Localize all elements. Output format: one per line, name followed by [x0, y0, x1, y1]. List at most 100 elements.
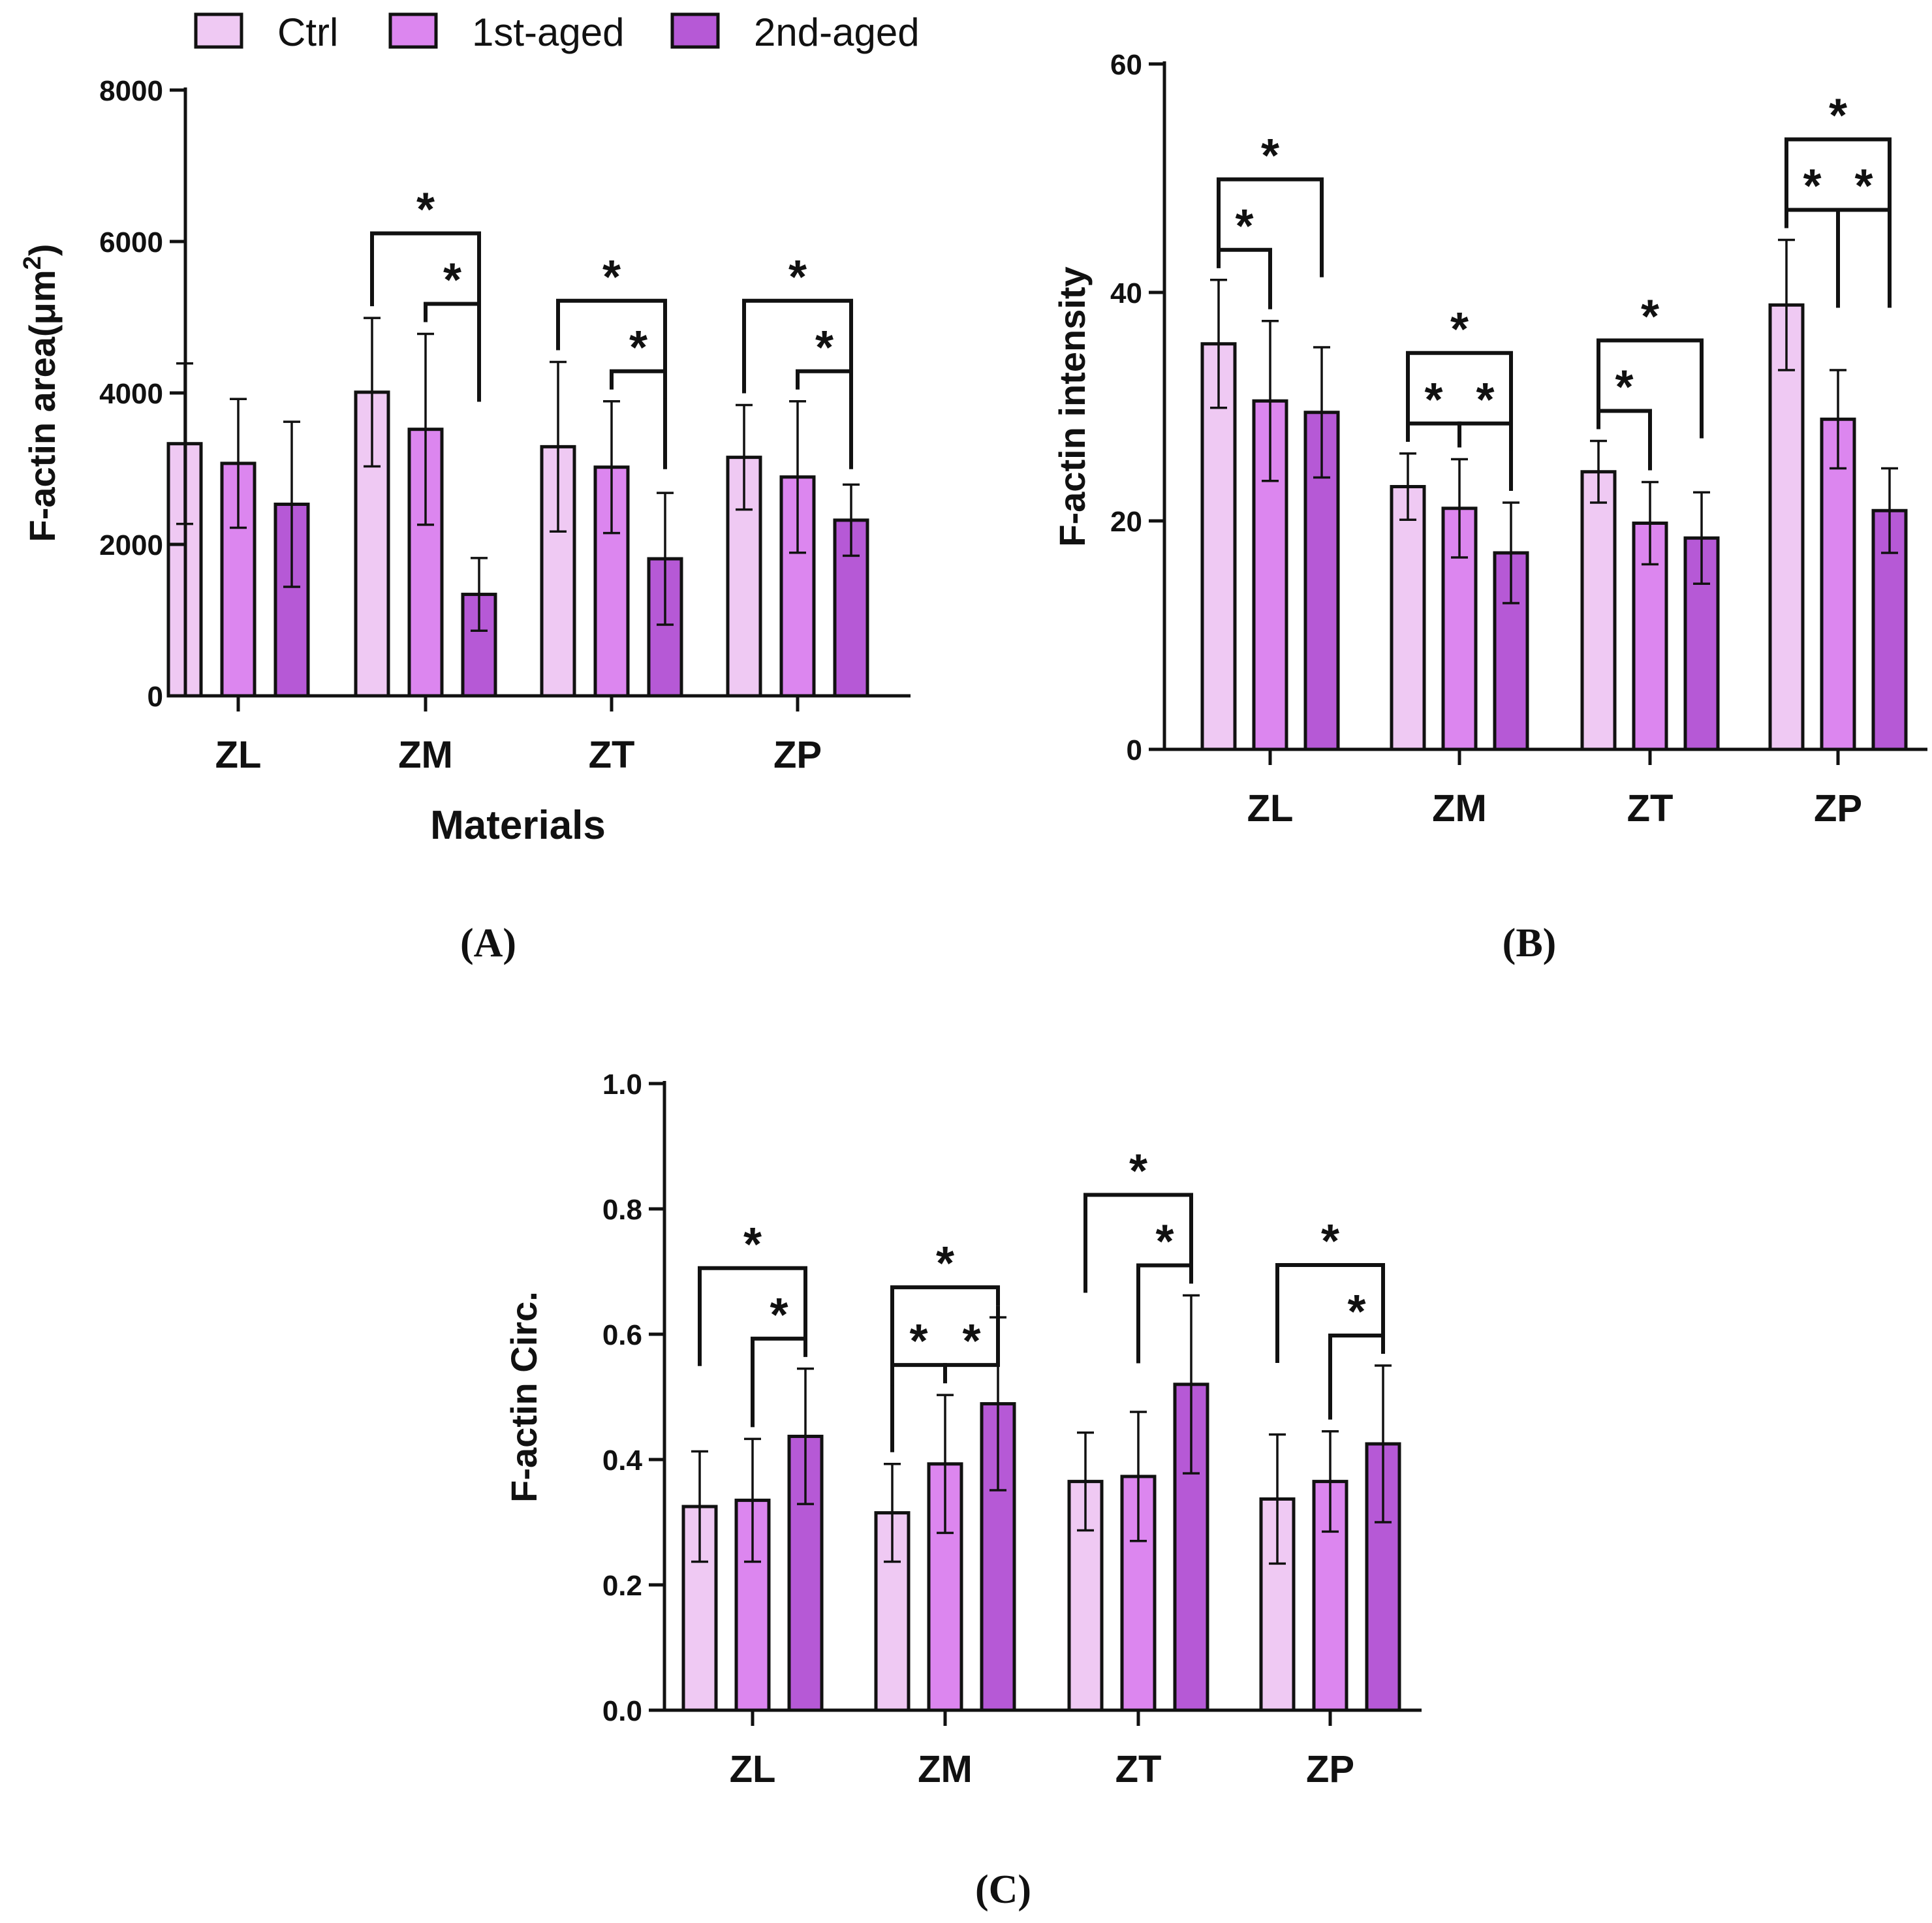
bars — [681, 1294, 1401, 1712]
x-tick-label-zt: ZT — [1627, 787, 1674, 830]
y-tick-label: 40 — [1110, 277, 1142, 309]
sig-bracket-zl-0-1: * — [1217, 200, 1272, 309]
sig-asterisk: * — [416, 184, 435, 236]
y-tick-label: 0.2 — [602, 1570, 642, 1602]
y-axis-label: F-actin Circ. — [503, 1291, 544, 1503]
error-bar-zt-0 — [1077, 1431, 1094, 1532]
sig-bracket-zp-0-2: * — [1275, 1215, 1385, 1363]
panel-c-chart: *** ** ****0.00.20.40.60.81.0ZL ZM ZT ZPF-act… — [503, 1069, 1422, 1912]
sig-bracket-zm-0-2: * — [1406, 304, 1513, 451]
significance-brackets: ****** — [370, 184, 853, 469]
sig-asterisk: * — [1321, 1215, 1339, 1268]
legend: Ctrl 1st-aged 2nd-aged — [194, 10, 920, 54]
significance-brackets: *** ** **** — [698, 1145, 1385, 1452]
error-bar-zp-2 — [1375, 1364, 1392, 1524]
x-tick-label-zl: ZL — [215, 734, 262, 776]
y-tick-label: 8000 — [99, 75, 163, 107]
sig-asterisk: * — [602, 251, 621, 304]
sig-bracket-zm-1-2: * — [1457, 374, 1513, 491]
error-bar-zt-2 — [1183, 1294, 1200, 1475]
error-bar-zl-2 — [1313, 346, 1330, 479]
error-bar-zm-0 — [884, 1462, 901, 1563]
sig-asterisk: * — [1641, 291, 1659, 343]
y-tick-label: 0.6 — [602, 1319, 642, 1351]
bar-zm-0 — [1390, 485, 1426, 751]
y-tick-label: 0 — [148, 681, 163, 713]
y-tick-label: 1.0 — [602, 1069, 642, 1101]
bars — [166, 317, 869, 698]
error-bar-zm-0 — [1399, 452, 1416, 521]
sig-asterisk: * — [1235, 200, 1253, 253]
error-bar-zm-2 — [471, 557, 488, 632]
y-tick-label: 0.0 — [602, 1695, 642, 1727]
error-bar-zm-1 — [417, 332, 434, 526]
sig-asterisk: * — [962, 1315, 980, 1368]
x-axis-label: Materials — [430, 803, 606, 848]
bar-zt-0 — [1580, 470, 1617, 751]
sig-bracket-zt-1-2: * — [1136, 1215, 1193, 1364]
error-bar-zp-2 — [1881, 467, 1898, 554]
error-bar-zm-2 — [1503, 501, 1519, 604]
x-tick-label-zp: ZP — [1306, 1748, 1354, 1790]
legend-label: Ctrl — [277, 10, 338, 54]
sig-bracket-zp-0-2: * — [742, 251, 853, 399]
legend-item-0: Ctrl — [194, 10, 338, 54]
y-axis-label: F-actin area(μm2) — [19, 244, 63, 542]
error-bar-zl-1 — [230, 398, 247, 529]
legend-label: 1st-aged — [472, 10, 625, 54]
error-bar-zp-2 — [843, 483, 860, 557]
error-bar-zm-1 — [1451, 458, 1468, 559]
error-bar-zl-1 — [744, 1437, 761, 1563]
sig-bracket-zm-1-2: * — [424, 255, 481, 402]
x-tick-label-zm: ZM — [918, 1748, 973, 1790]
sig-asterisk: * — [1803, 161, 1821, 213]
x-tick-label-zm: ZM — [398, 734, 453, 776]
bar-zp-0 — [1768, 303, 1805, 751]
sig-bracket-zm-0-2: * — [370, 184, 481, 332]
sig-asterisk: * — [770, 1289, 788, 1341]
error-bar-zp-1 — [1322, 1430, 1339, 1533]
x-tick-label-zp: ZP — [1814, 787, 1862, 830]
error-bar-zt-1 — [1642, 480, 1659, 566]
error-bar-zt-1 — [603, 400, 620, 535]
bars — [1200, 238, 1908, 751]
y-tick-label: 6000 — [99, 227, 163, 258]
x-tick-label-zt: ZT — [1115, 1748, 1162, 1790]
panel-label: (B) — [1503, 921, 1557, 965]
sig-asterisk: * — [909, 1315, 927, 1368]
legend-item-2: 2nd-aged — [670, 10, 920, 54]
significance-brackets: *** ***** ** — [1217, 90, 1892, 491]
error-bar-zt-0 — [1590, 439, 1607, 504]
sig-asterisk: * — [1615, 362, 1633, 414]
sig-asterisk: * — [1450, 304, 1469, 356]
legend-item-1: 1st-aged — [388, 10, 625, 54]
legend-swatch — [194, 12, 243, 49]
y-tick-label: 0 — [1127, 734, 1142, 766]
panel-label: (A) — [460, 921, 516, 965]
sig-bracket-zm-1-2: * — [943, 1305, 1000, 1384]
sig-asterisk: * — [443, 255, 461, 307]
error-bar-zm-0 — [364, 317, 381, 468]
error-bar-zl-0 — [1210, 279, 1227, 409]
bar-zl-0 — [1200, 342, 1237, 751]
y-tick-label: 0.8 — [602, 1194, 642, 1226]
sig-bracket-zt-0-2: * — [1083, 1145, 1193, 1293]
error-bar-zp-0 — [736, 403, 753, 511]
sig-bracket-zl-1-2: * — [751, 1289, 807, 1428]
sig-asterisk: * — [936, 1238, 954, 1290]
sig-asterisk: * — [743, 1219, 762, 1271]
error-bar-zp-1 — [789, 400, 806, 554]
x-tick-label-zm: ZM — [1432, 787, 1487, 830]
panel-label: (C) — [975, 1868, 1031, 1912]
legend-label: 2nd-aged — [754, 10, 920, 54]
sig-bracket-zp-1-2: * — [1328, 1286, 1385, 1420]
sig-asterisk: * — [788, 251, 807, 304]
y-tick-label: 4000 — [99, 378, 163, 410]
error-bar-zp-1 — [1830, 369, 1846, 470]
sig-asterisk: * — [815, 322, 834, 374]
error-bar-zl-1 — [1262, 320, 1279, 482]
sig-bracket-zm-0-1: * — [890, 1315, 947, 1452]
legend-swatch — [670, 12, 720, 49]
sig-bracket-zt-0-1: * — [1597, 362, 1652, 471]
